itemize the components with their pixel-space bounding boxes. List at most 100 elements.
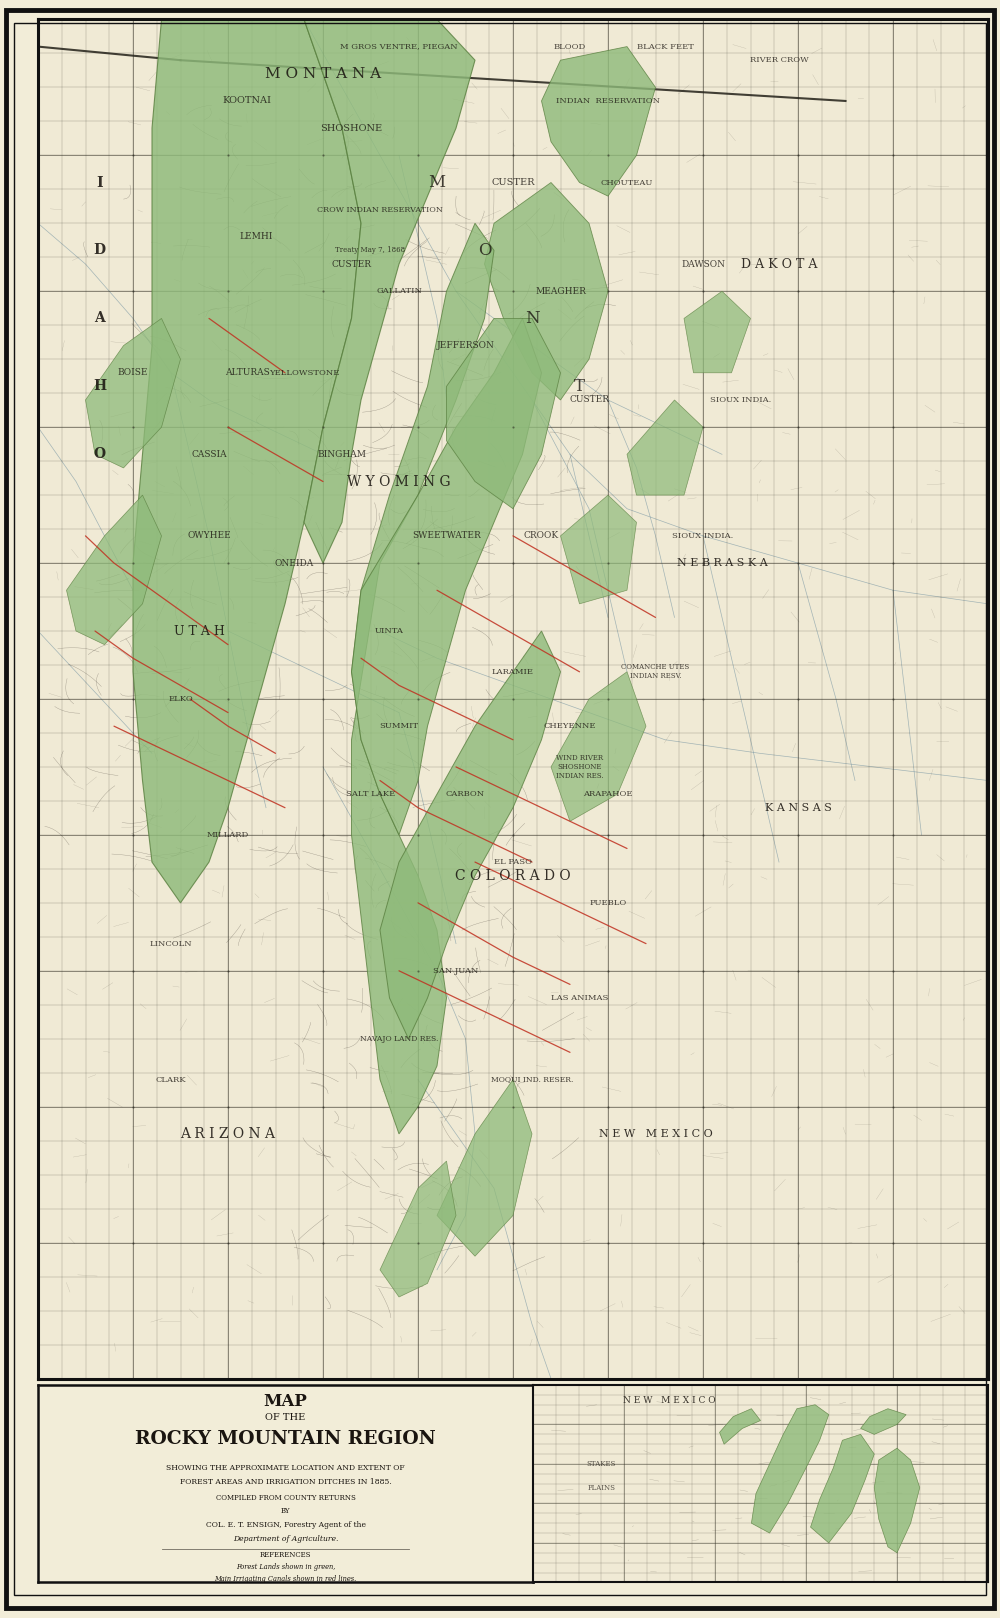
Text: ONEIDA: ONEIDA xyxy=(275,558,314,568)
Text: CROW INDIAN RESERVATION: CROW INDIAN RESERVATION xyxy=(317,205,443,214)
Polygon shape xyxy=(484,183,608,400)
Polygon shape xyxy=(352,319,542,835)
Text: CLARK: CLARK xyxy=(156,1076,186,1084)
Text: BLOOD: BLOOD xyxy=(554,42,586,50)
Text: Treaty May 7, 1868: Treaty May 7, 1868 xyxy=(335,246,406,254)
Text: Forest Lands shown in green,: Forest Lands shown in green, xyxy=(236,1563,335,1571)
Text: COMPILED FROM COUNTY RETURNS: COMPILED FROM COUNTY RETURNS xyxy=(216,1493,355,1502)
Text: I: I xyxy=(96,175,103,189)
Polygon shape xyxy=(684,291,750,372)
Text: D: D xyxy=(94,243,106,257)
Text: UINTA: UINTA xyxy=(375,628,404,634)
Polygon shape xyxy=(133,19,361,903)
Polygon shape xyxy=(352,223,494,1134)
Text: N E W   M E X I C O: N E W M E X I C O xyxy=(623,1396,716,1406)
Polygon shape xyxy=(446,319,560,508)
Text: WIND RIVER
SHOSHONE
INDIAN RES.: WIND RIVER SHOSHONE INDIAN RES. xyxy=(556,754,603,780)
Polygon shape xyxy=(751,1404,829,1534)
Text: KOOTNAI: KOOTNAI xyxy=(222,97,272,105)
Polygon shape xyxy=(542,47,656,196)
Text: CROOK: CROOK xyxy=(524,531,559,540)
Text: YELLOWSTONE: YELLOWSTONE xyxy=(269,369,339,377)
Text: K A N S A S: K A N S A S xyxy=(765,803,831,812)
Text: W Y O M I N G: W Y O M I N G xyxy=(347,474,451,489)
Text: O: O xyxy=(478,243,491,259)
Text: CUSTER: CUSTER xyxy=(491,178,535,188)
Text: OWYHEE: OWYHEE xyxy=(187,531,231,540)
Text: SAN JUAN: SAN JUAN xyxy=(433,968,479,974)
Text: BINGHAM: BINGHAM xyxy=(318,450,366,460)
Text: M O N T A N A: M O N T A N A xyxy=(265,66,381,81)
Text: BY: BY xyxy=(281,1508,290,1516)
Text: N E B R A S K A: N E B R A S K A xyxy=(677,558,767,568)
Text: MOQUI IND. RESER.: MOQUI IND. RESER. xyxy=(491,1076,573,1084)
Text: U T A H: U T A H xyxy=(174,625,225,637)
Text: O: O xyxy=(94,447,106,461)
Text: SALT LAKE: SALT LAKE xyxy=(346,790,395,798)
Text: FOREST AREAS AND IRRIGATION DITCHES IN 1885.: FOREST AREAS AND IRRIGATION DITCHES IN 1… xyxy=(180,1477,391,1485)
Text: INDIAN  RESERVATION: INDIAN RESERVATION xyxy=(556,97,660,105)
Text: LINCOLN: LINCOLN xyxy=(150,940,192,948)
Text: REFERENCES: REFERENCES xyxy=(260,1550,311,1558)
Text: ELKO: ELKO xyxy=(168,696,193,702)
Polygon shape xyxy=(627,400,703,495)
Text: RIVER CROW: RIVER CROW xyxy=(750,57,808,65)
Polygon shape xyxy=(86,319,180,468)
Text: SIOUX INDIA.: SIOUX INDIA. xyxy=(672,532,734,540)
Text: M GROS VENTRE, PIEGAN: M GROS VENTRE, PIEGAN xyxy=(340,42,458,50)
Polygon shape xyxy=(304,19,475,563)
Text: OF THE: OF THE xyxy=(265,1413,306,1422)
Text: STAKES: STAKES xyxy=(587,1459,616,1468)
Polygon shape xyxy=(380,631,560,1039)
Polygon shape xyxy=(380,1162,456,1298)
Text: JEFFERSON: JEFFERSON xyxy=(437,341,494,349)
Text: CASSIA: CASSIA xyxy=(191,450,227,460)
Text: A: A xyxy=(94,311,105,325)
Text: Department of Agriculture.: Department of Agriculture. xyxy=(233,1535,338,1544)
Text: ALTURAS: ALTURAS xyxy=(225,369,269,377)
Text: MAP: MAP xyxy=(264,1393,307,1409)
Text: CHOUTEAU: CHOUTEAU xyxy=(601,178,653,186)
Text: C O L O R A D O: C O L O R A D O xyxy=(455,869,571,883)
Text: Main Irrigating Canals shown in red lines.: Main Irrigating Canals shown in red line… xyxy=(214,1574,357,1582)
Text: LAS ANIMAS: LAS ANIMAS xyxy=(551,993,608,1002)
Text: D A K O T A: D A K O T A xyxy=(741,257,817,270)
Text: M: M xyxy=(428,175,446,191)
Text: H: H xyxy=(93,379,106,393)
Text: SUMMIT: SUMMIT xyxy=(379,722,419,730)
Polygon shape xyxy=(861,1409,906,1435)
Polygon shape xyxy=(811,1435,874,1544)
Text: BOISE: BOISE xyxy=(118,369,148,377)
Text: NAVAJO LAND RES.: NAVAJO LAND RES. xyxy=(360,1036,438,1042)
Text: CUSTER: CUSTER xyxy=(332,259,372,269)
Text: SWEETWATER: SWEETWATER xyxy=(412,531,481,540)
Text: SHOSHONE: SHOSHONE xyxy=(320,123,383,133)
Text: ROCKY MOUNTAIN REGION: ROCKY MOUNTAIN REGION xyxy=(135,1430,436,1448)
Polygon shape xyxy=(874,1448,920,1553)
Text: PLAINS: PLAINS xyxy=(587,1484,615,1492)
Text: MILLARD: MILLARD xyxy=(207,832,249,838)
Polygon shape xyxy=(551,671,646,822)
Text: GALLATIN: GALLATIN xyxy=(376,288,422,294)
Text: COL. E. T. ENSIGN, Forestry Agent of the: COL. E. T. ENSIGN, Forestry Agent of the xyxy=(206,1521,366,1529)
Polygon shape xyxy=(66,495,162,644)
Text: CARBON: CARBON xyxy=(446,790,485,798)
Polygon shape xyxy=(560,495,637,604)
Text: CUSTER: CUSTER xyxy=(569,395,609,404)
Text: LARAMIE: LARAMIE xyxy=(492,668,534,676)
Text: SIOUX INDIA.: SIOUX INDIA. xyxy=(710,396,772,404)
Text: ARAPAHOE: ARAPAHOE xyxy=(583,790,633,798)
Text: SHOWING THE APPROXIMATE LOCATION AND EXTENT OF: SHOWING THE APPROXIMATE LOCATION AND EXT… xyxy=(166,1464,405,1472)
Text: EL PASO: EL PASO xyxy=(494,858,532,866)
Text: PUEBLO: PUEBLO xyxy=(589,900,627,906)
Text: COMANCHE UTES
INDIAN RESV.: COMANCHE UTES INDIAN RESV. xyxy=(621,663,690,681)
Text: LEMHI: LEMHI xyxy=(240,233,273,241)
Text: MEAGHER: MEAGHER xyxy=(535,286,586,296)
Polygon shape xyxy=(720,1409,761,1445)
Text: N E W   M E X I C O: N E W M E X I C O xyxy=(599,1129,712,1139)
Polygon shape xyxy=(437,1079,532,1256)
Text: CHEYENNE: CHEYENNE xyxy=(544,722,596,730)
Text: N: N xyxy=(525,311,539,327)
Text: BLACK FEET: BLACK FEET xyxy=(637,42,693,50)
Text: T: T xyxy=(574,379,585,395)
